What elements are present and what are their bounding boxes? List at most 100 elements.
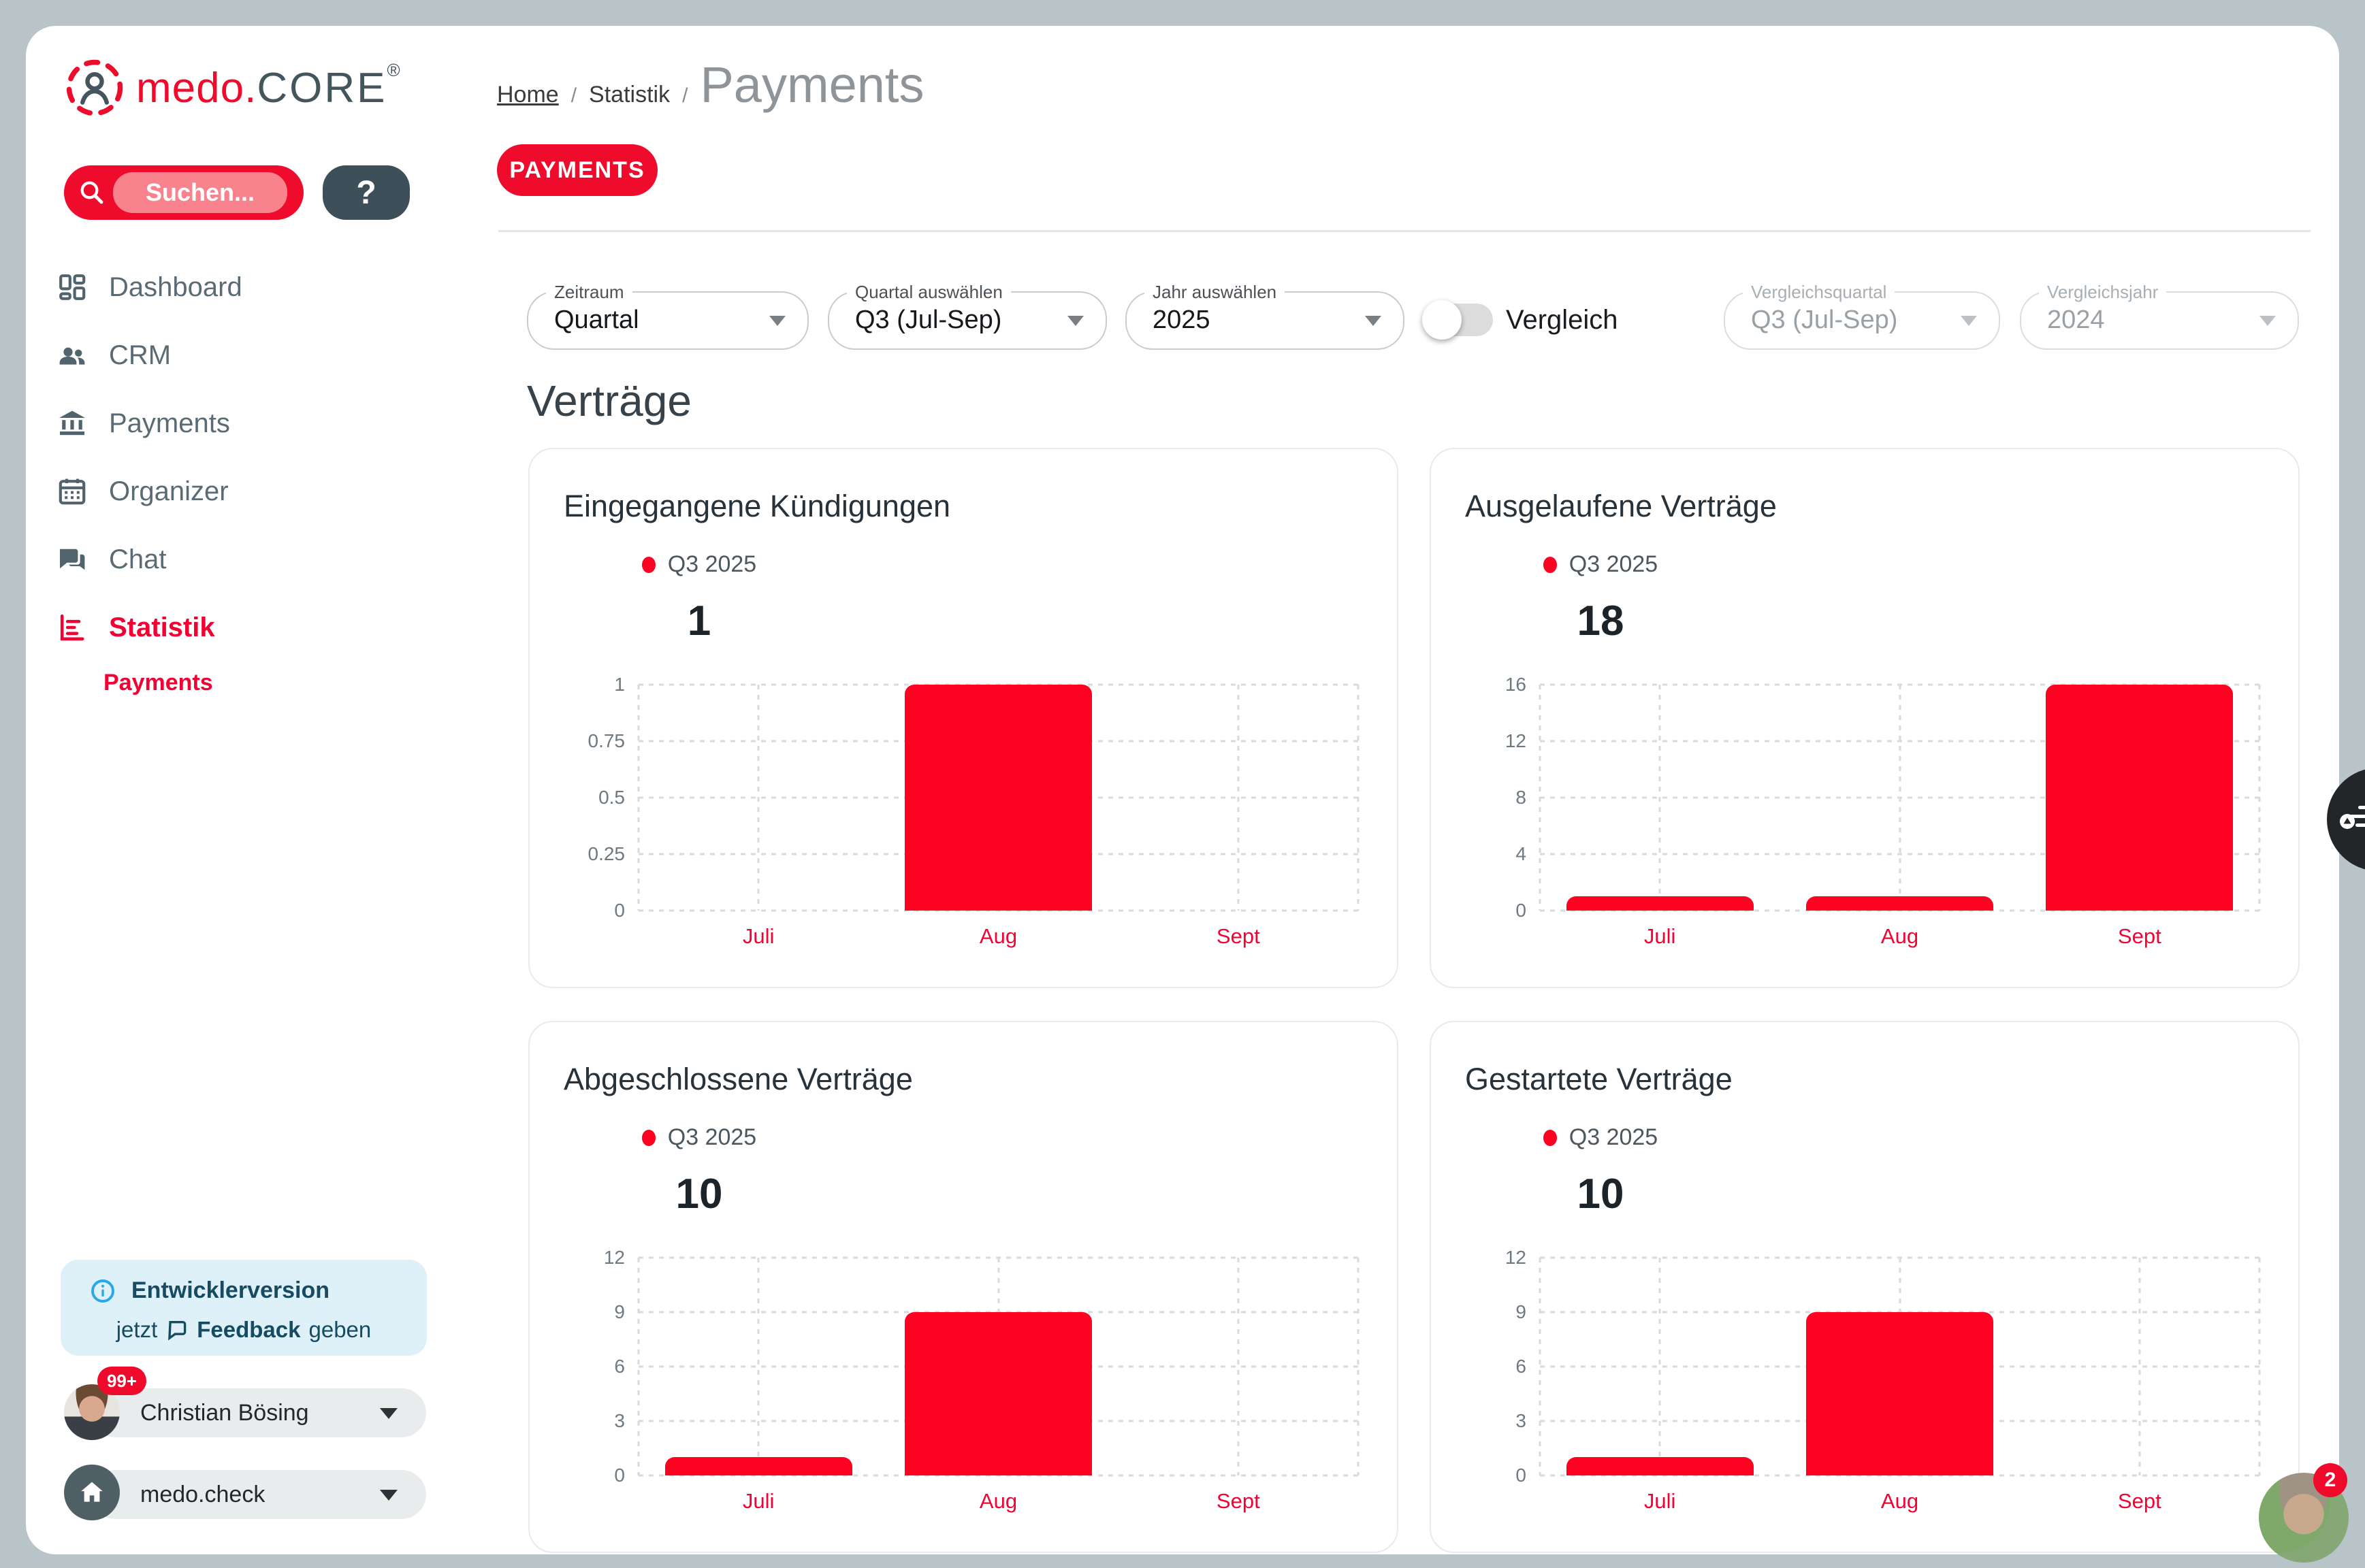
chevron-down-icon: [1067, 316, 1084, 326]
xrow: Juli Aug Sept: [639, 1489, 1358, 1514]
bar: [1566, 1457, 1754, 1475]
bar: [664, 1457, 852, 1475]
chart-title: Gestartete Verträge: [1465, 1062, 1733, 1096]
gridv: [1658, 1258, 1661, 1475]
chart-total-value: 18: [1577, 598, 1624, 644]
zeitraum-label: Zeitraum: [546, 282, 632, 303]
info-icon: [91, 1279, 114, 1303]
ytick: 4: [1515, 843, 1526, 864]
ytick: 3: [614, 1410, 625, 1431]
header-divider: [498, 230, 2311, 232]
gridv: [1899, 685, 1901, 911]
help-button[interactable]: ?: [323, 165, 410, 220]
workspace-menu[interactable]: medo.check: [91, 1470, 426, 1519]
ytick: 0: [1515, 900, 1526, 921]
gridv: [757, 1258, 760, 1475]
chart-title: Eingegangene Kündigungen: [564, 489, 951, 523]
bar: [1566, 896, 1754, 911]
feedback-prefix: jetzt: [116, 1317, 158, 1342]
ytick: 12: [1505, 730, 1526, 751]
vergleichsjahr-label: Vergleichsjahr: [2039, 282, 2167, 303]
gridv: [2258, 1258, 2261, 1475]
gridv: [757, 685, 760, 911]
legend-label: Q3 2025: [1568, 551, 1658, 577]
xlab: Aug: [979, 1489, 1018, 1513]
sidebar-item-label: CRM: [109, 340, 172, 370]
notification-badge: 99+: [97, 1367, 146, 1395]
xlab: Juli: [742, 924, 775, 948]
xlab: Aug: [1880, 1489, 1919, 1513]
breadcrumb-separator: /: [682, 84, 688, 107]
sidebar-item-crm[interactable]: CRM: [56, 331, 171, 380]
sidebar-item-organizer[interactable]: Organizer: [56, 467, 229, 516]
home-icon: [81, 1482, 103, 1502]
breadcrumb-section[interactable]: Statistik: [589, 82, 671, 108]
ytick: 9: [1515, 1301, 1526, 1322]
bar: [2046, 685, 2234, 911]
dev-version-title: Entwicklerversion: [131, 1277, 330, 1303]
quartal-value: Q3 (Jul-Sep): [855, 306, 1002, 334]
xlab: Sept: [1216, 924, 1260, 948]
sidebar-item-statistik[interactable]: Statistik: [56, 603, 215, 652]
search-icon: [80, 181, 103, 204]
search-bar[interactable]: [64, 165, 304, 220]
user-menu[interactable]: Christian Bösing: [91, 1388, 426, 1437]
sidebar-item-chat[interactable]: Chat: [56, 535, 167, 584]
chevron-down-icon: [380, 1408, 398, 1419]
bank-icon: [59, 410, 85, 436]
gridv: [1357, 685, 1360, 911]
workspace-avatar[interactable]: [64, 1465, 120, 1520]
legend-label: Q3 2025: [667, 551, 757, 577]
logo-person-icon: [66, 59, 123, 116]
vergleichsjahr-select: Vergleichsjahr 2024: [2020, 282, 2299, 350]
sidebar-item-dashboard[interactable]: Dashboard: [56, 263, 242, 312]
wordmark-secondary: CORE: [257, 64, 387, 112]
user-name: Christian Bösing: [140, 1400, 309, 1426]
bar-chart-plot: 16 12 8 4 0 Juli Aug Sept: [1505, 674, 2261, 948]
jahr-label: Jahr auswählen: [1144, 282, 1285, 303]
ytick: 12: [1505, 1247, 1526, 1268]
wordmark: medo. CORE ®: [136, 60, 401, 112]
ytick: 0: [1515, 1465, 1526, 1486]
chevron-down-icon: [769, 316, 786, 326]
chart-card-gestartete-vertraege: Gestartete Verträge Q3 2025 10 12 9 6 3 0 Jul…: [1430, 1021, 2300, 1553]
sidebar-item-label: Payments: [109, 408, 230, 438]
vergleich-toggle[interactable]: [1422, 300, 1493, 340]
sidebar-item-payments[interactable]: Payments: [56, 399, 230, 448]
search-input[interactable]: [113, 172, 287, 213]
zeitraum-select[interactable]: Zeitraum Quartal: [527, 282, 809, 350]
ytick: 0.25: [588, 843, 626, 864]
chart-total-value: 1: [687, 598, 711, 644]
sidebar-subitem-payments[interactable]: Payments: [103, 670, 213, 696]
jahr-select[interactable]: Jahr auswählen 2025: [1125, 282, 1404, 350]
legend-label: Q3 2025: [667, 1124, 757, 1150]
bar-chart-plot: 12 9 6 3 0 Juli Aug Sept: [604, 1247, 1360, 1513]
app-logo: medo. CORE ®: [64, 57, 401, 118]
ytick: 6: [1515, 1356, 1526, 1377]
gridv: [1237, 1258, 1240, 1475]
chevron-down-icon: [2259, 316, 2276, 326]
quartal-label: Quartal auswählen: [847, 282, 1011, 303]
side-panel-toggle-button[interactable]: [2327, 768, 2365, 871]
ytick: 6: [614, 1356, 625, 1377]
dashboard-icon: [59, 274, 86, 300]
gridv: [1237, 685, 1240, 911]
xlab: Sept: [2117, 1489, 2161, 1513]
chart-total-value: 10: [675, 1171, 723, 1218]
gridv: [1539, 685, 1541, 911]
gridv: [637, 685, 640, 911]
chart-kpi: Q3 2025 10: [573, 1124, 825, 1218]
legend-dot-icon: [641, 1129, 656, 1146]
quartal-select[interactable]: Quartal auswählen Q3 (Jul-Sep): [828, 282, 1107, 350]
xlab: Juli: [1643, 1489, 1676, 1513]
feedback-link[interactable]: Feedback: [197, 1317, 301, 1342]
tab-payments[interactable]: PAYMENTS: [497, 144, 658, 196]
chevron-down-icon: [1961, 316, 1977, 326]
breadcrumb-separator: /: [570, 84, 577, 107]
breadcrumb-home-link[interactable]: Home: [497, 82, 559, 108]
chart-title: Abgeschlossene Verträge: [564, 1062, 913, 1096]
wordmark-primary: medo.: [136, 64, 257, 112]
bar-chart-icon: [60, 614, 84, 641]
xlab: Juli: [1643, 924, 1676, 948]
xrow: Juli Aug Sept: [1540, 924, 2259, 949]
